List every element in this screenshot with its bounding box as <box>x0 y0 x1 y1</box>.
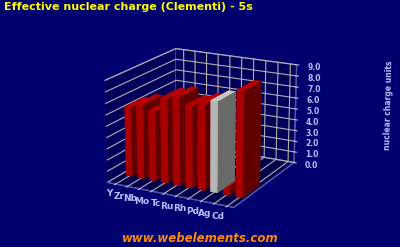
Text: www.webelements.com: www.webelements.com <box>122 231 278 245</box>
Text: Effective nuclear charge (Clementi) - 5s: Effective nuclear charge (Clementi) - 5s <box>4 2 253 12</box>
